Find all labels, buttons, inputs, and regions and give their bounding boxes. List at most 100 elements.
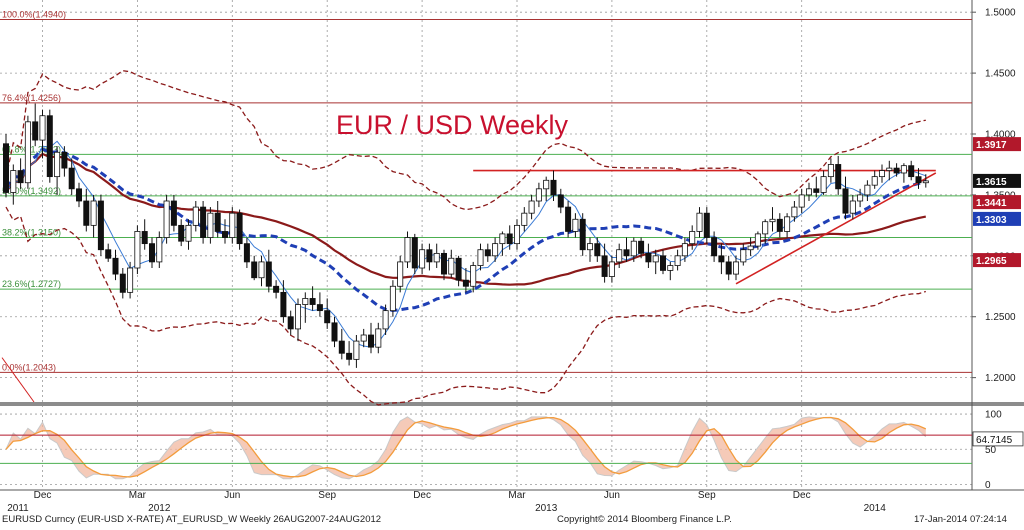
candle-body (127, 267, 134, 293)
candle-body (630, 240, 637, 257)
candle-body (477, 249, 484, 266)
price-tag-label: 1.3615 (976, 177, 1007, 188)
oscillator-panel (0, 416, 972, 480)
footer-center: Copyright© 2014 Bloomberg Finance L.P. (557, 514, 732, 525)
candle-body (105, 249, 112, 259)
candle-body (674, 255, 681, 266)
candle-body (200, 206, 207, 238)
x-tick-label: Jun (224, 490, 240, 501)
candle-body (39, 115, 46, 141)
candle-body (112, 257, 119, 275)
fib-label: 100.0%(1.4940) (2, 9, 66, 19)
candle-body (864, 184, 871, 196)
candle-body (346, 352, 353, 360)
candle-body (827, 164, 834, 178)
price-tag (973, 211, 1021, 226)
candle-body (776, 218, 783, 232)
candle-body (557, 194, 564, 208)
price-tag (973, 253, 1021, 268)
candle-body (769, 218, 776, 223)
candle-body (61, 151, 68, 169)
candle-body (842, 188, 849, 214)
candle-body (535, 188, 542, 202)
candle-body (192, 206, 199, 226)
candle-body (660, 255, 667, 271)
x-tick-label: Mar (508, 490, 526, 501)
y-tick-label: 1.4500 (985, 69, 1016, 80)
candle-body (470, 265, 477, 287)
bollinger-bands (5, 70, 926, 406)
candle-body (287, 316, 294, 330)
candle-body (134, 231, 141, 269)
osc-value-label: 64.7145 (976, 435, 1013, 446)
candle-body (798, 194, 805, 208)
candle-body (806, 188, 813, 196)
candle-body (185, 224, 192, 242)
candle-body (46, 115, 53, 178)
osc-line-grey (5, 416, 927, 480)
candle-body (10, 170, 17, 193)
fib-label: 0.0%(1.2043) (2, 362, 56, 372)
candle-body (309, 298, 316, 305)
osc-tick-label: 50 (985, 445, 997, 456)
fib-label: 23.6%(1.2727) (2, 279, 61, 289)
candle-body (623, 249, 630, 257)
candle-body (367, 334, 374, 348)
candle-body (382, 310, 389, 330)
price-tag-label: 1.2965 (976, 256, 1007, 267)
x-tick-label: Sep (698, 490, 716, 501)
candle-body (141, 231, 148, 245)
candle-body (871, 176, 878, 186)
bollinger-upper (5, 70, 926, 211)
candle-body (645, 252, 652, 263)
candle-body (32, 121, 39, 141)
candle-body (900, 165, 907, 174)
candle-body (601, 255, 608, 277)
candle-body (251, 261, 258, 279)
candle-body (652, 255, 659, 263)
candle-body (90, 200, 97, 226)
candle-body (83, 200, 90, 226)
x-year-label: 2012 (148, 503, 171, 514)
candle-body (820, 176, 827, 193)
candle-body (316, 304, 323, 312)
candle-body (243, 243, 250, 263)
y-tick-label: 1.2500 (985, 312, 1016, 323)
price-tag-label: 1.3441 (976, 198, 1007, 209)
price-tag (973, 173, 1021, 188)
candle-body (718, 255, 725, 263)
osc-tick-label: 100 (985, 410, 1002, 421)
candle-body (448, 257, 455, 275)
y-tick-label: 1.5000 (985, 8, 1016, 19)
old-trendline (1, 357, 35, 403)
price-tag-label: 1.3303 (976, 215, 1007, 226)
candle-body (492, 243, 499, 257)
x-year-label: 2011 (7, 503, 29, 514)
candle-body (331, 322, 338, 342)
candlesticks (3, 103, 929, 368)
candle-body (667, 265, 674, 271)
candle-body (550, 179, 557, 196)
bollinger-lower (5, 206, 926, 406)
candle-body (908, 165, 915, 178)
candle-body (506, 233, 513, 245)
y-tick-label: 1.2000 (985, 373, 1016, 384)
footer-left: EURUSD Curncy (EUR-USD X-RATE) AT_EURUSD… (2, 514, 382, 525)
candle-body (462, 279, 469, 287)
candle-body (97, 200, 104, 251)
panel-divider (0, 402, 1024, 406)
candle-body (725, 261, 732, 275)
candle-body (835, 164, 842, 190)
candle-body (587, 243, 594, 251)
candle-body (214, 212, 221, 232)
x-year-label: 2014 (864, 503, 887, 514)
candle-body (280, 291, 287, 318)
ma-blue-dashed (4, 147, 927, 313)
candle-body (696, 212, 703, 232)
candle-body (681, 243, 688, 257)
candle-body (879, 170, 886, 178)
fib-label: 61.8%(1.3833) (2, 144, 61, 154)
candle-body (207, 212, 214, 238)
candle-body (455, 257, 462, 281)
x-tick-label: Dec (413, 490, 431, 501)
